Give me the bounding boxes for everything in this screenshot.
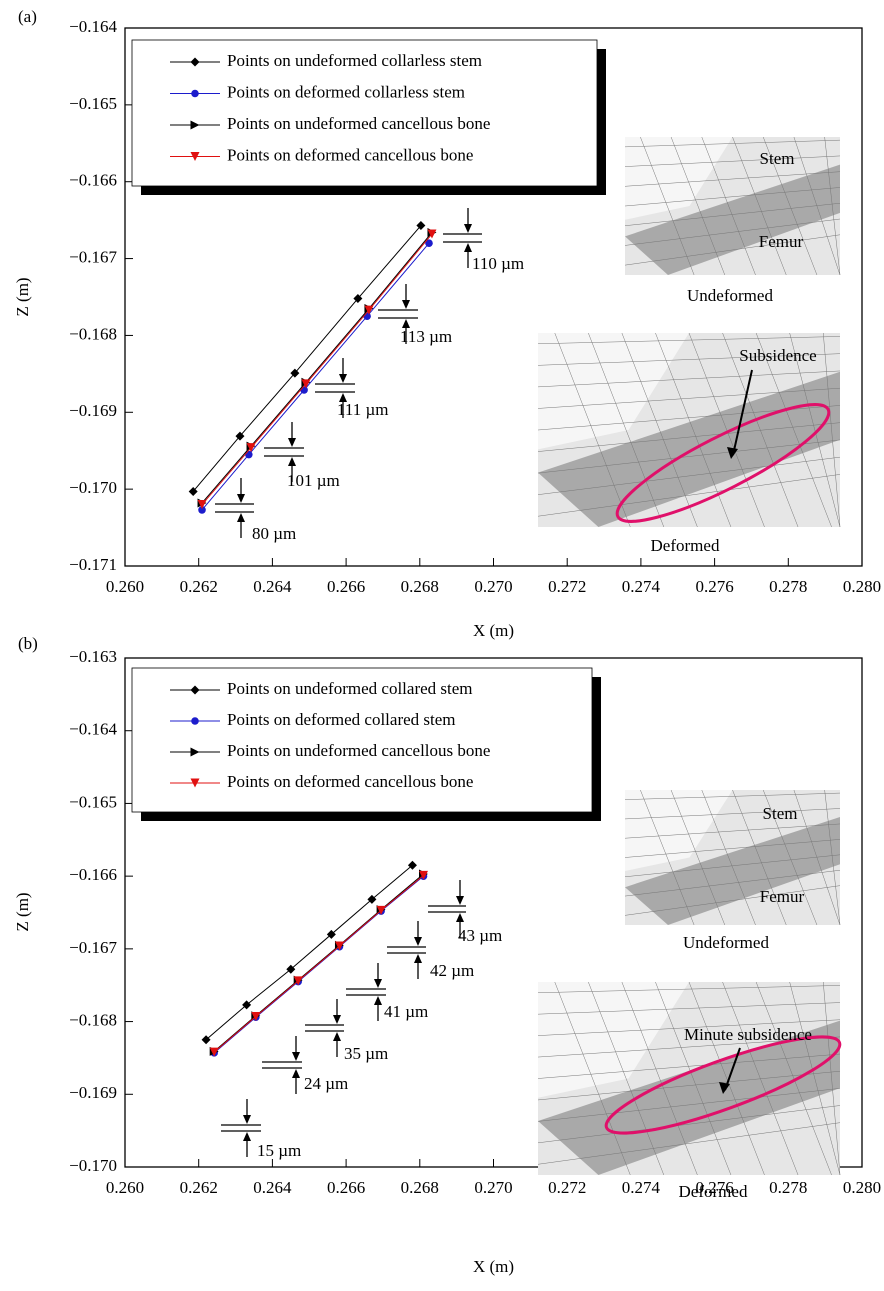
legend-label: Points on undeformed collared stem (227, 679, 473, 698)
y-tick-label: −0.168 (69, 1010, 117, 1029)
y-tick-label: −0.164 (69, 17, 117, 36)
y-tick-label: −0.165 (69, 792, 117, 811)
x-tick-label: 0.280 (843, 1178, 881, 1197)
x-axis-label: X (m) (473, 1257, 514, 1276)
inset-label: Deformed (679, 1182, 748, 1201)
x-tick-label: 0.276 (695, 577, 733, 596)
y-axis-label: Z (m) (13, 892, 32, 931)
x-tick-label: 0.272 (548, 577, 586, 596)
x-tick-label: 0.278 (769, 1178, 807, 1197)
x-tick-label: 0.274 (622, 1178, 661, 1197)
x-axis-label: X (m) (473, 621, 514, 640)
inset-label: Stem (763, 804, 798, 823)
y-tick-label: −0.169 (69, 401, 117, 420)
x-tick-label: 0.262 (180, 577, 218, 596)
y-axis-label: Z (m) (13, 277, 32, 316)
x-tick-label: 0.278 (769, 577, 807, 596)
x-tick-label: 0.262 (180, 1178, 218, 1197)
inset-label: Stem (760, 149, 795, 168)
x-tick-label: 0.268 (401, 577, 439, 596)
panel-label: (b) (18, 634, 38, 653)
measure-label: 15 µm (257, 1141, 301, 1160)
marker (191, 90, 199, 98)
x-tick-label: 0.266 (327, 1178, 365, 1197)
x-tick-label: 0.270 (474, 1178, 512, 1197)
x-tick-label: 0.274 (622, 577, 661, 596)
x-tick-label: 0.266 (327, 577, 365, 596)
measure-label: 111 µm (337, 400, 389, 419)
measure-label: 43 µm (458, 926, 502, 945)
x-tick-label: 0.270 (474, 577, 512, 596)
measure-label: 24 µm (304, 1074, 348, 1093)
marker (191, 717, 199, 725)
x-tick-label: 0.260 (106, 577, 144, 596)
x-tick-label: 0.268 (401, 1178, 439, 1197)
x-tick-label: 0.260 (106, 1178, 144, 1197)
measure-label: 41 µm (384, 1002, 428, 1021)
legend-label: Points on deformed cancellous bone (227, 145, 473, 164)
inset-label: Subsidence (739, 346, 816, 365)
y-tick-label: −0.167 (69, 247, 117, 266)
legend-label: Points on undeformed collarless stem (227, 51, 482, 70)
measure-label: 110 µm (472, 254, 524, 273)
inset-label: Undeformed (683, 933, 769, 952)
inset-label: Minute subsidence (684, 1025, 812, 1044)
measure-label: 42 µm (430, 961, 474, 980)
y-tick-label: −0.167 (69, 938, 117, 957)
figure: (a) 0.260 0.262 0.264 0.266 0.268 0.270 0.272 0.… (0, 0, 884, 1291)
y-tick-label: −0.166 (69, 171, 117, 190)
x-tick-label: 0.264 (253, 577, 292, 596)
panel-label: (a) (18, 7, 37, 26)
x-tick-label: 0.280 (843, 577, 881, 596)
legend-label: Points on undeformed cancellous bone (227, 741, 490, 760)
inset-label: Undeformed (687, 286, 773, 305)
y-tick-label: −0.169 (69, 1083, 117, 1102)
inset-label: Femur (759, 232, 804, 251)
y-tick-label: −0.168 (69, 324, 117, 343)
inset-label: Femur (760, 887, 805, 906)
measure-label: 101 µm (287, 471, 340, 490)
y-tick-label: −0.170 (69, 478, 117, 497)
measure-label: 35 µm (344, 1044, 388, 1063)
y-tick-label: −0.163 (69, 647, 117, 666)
y-tick-label: −0.164 (69, 720, 117, 739)
legend-label: Points on undeformed cancellous bone (227, 114, 490, 133)
x-tick-label: 0.264 (253, 1178, 292, 1197)
legend-label: Points on deformed cancellous bone (227, 772, 473, 791)
legend-label: Points on deformed collared stem (227, 710, 456, 729)
x-tick-label: 0.272 (548, 1178, 586, 1197)
y-tick-label: −0.166 (69, 865, 117, 884)
inset-label: Deformed (651, 536, 720, 555)
y-tick-label: −0.171 (69, 555, 117, 574)
measure-label: 113 µm (400, 327, 452, 346)
y-tick-label: −0.165 (69, 94, 117, 113)
y-tick-label: −0.170 (69, 1156, 117, 1175)
measure-label: 80 µm (252, 524, 296, 543)
legend-label: Points on deformed collarless stem (227, 82, 465, 101)
